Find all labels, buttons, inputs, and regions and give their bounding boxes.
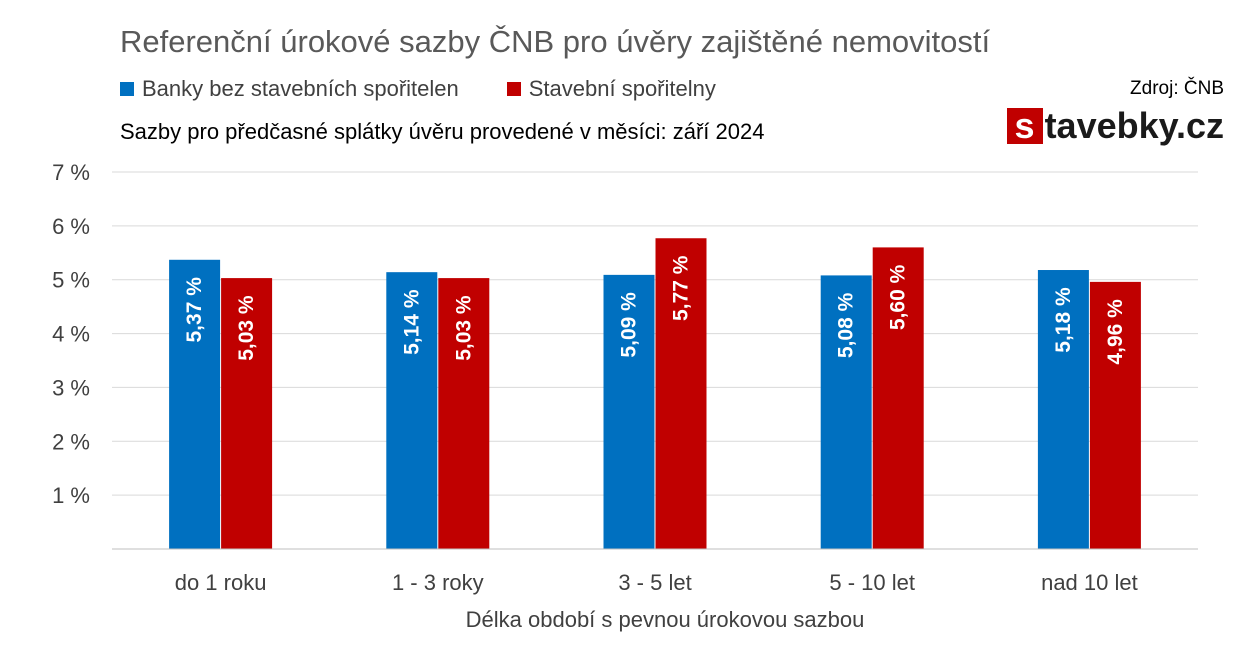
logo-letter-badge: s (1006, 108, 1043, 144)
gridlines (112, 171, 1198, 496)
legend-item-savings: Stavební spořitelny (506, 76, 716, 102)
bar (221, 278, 273, 549)
bar (603, 274, 655, 549)
y-tick-label: 6 % (52, 214, 90, 239)
bars (169, 238, 1141, 549)
bar (1089, 281, 1141, 549)
y-tick-label: 2 % (52, 429, 90, 454)
legend-label-savings: Stavební spořitelny (528, 76, 716, 101)
bar (438, 278, 490, 549)
data-label: 5,03 % (452, 295, 475, 361)
data-label: 5,08 % (835, 292, 858, 358)
stavebky-logo: s tavebky.cz (1006, 105, 1224, 146)
y-axis-ticks: 1 % 2 % 3 % 4 % 5 % 6 % 7 % (52, 160, 90, 508)
legend-swatch-savings (506, 82, 521, 96)
legend-label-banks: Banky bez stavebních spořitelen (142, 76, 459, 101)
data-label: 5,09 % (618, 292, 641, 358)
bar (1037, 270, 1089, 549)
source-note: Zdroj: ČNB (1130, 78, 1224, 99)
data-label: 5,77 % (670, 255, 693, 321)
bar (655, 238, 707, 549)
legend-item-banks: Banky bez stavebních spořitelen (120, 76, 459, 102)
chart-title: Referenční úrokové sazby ČNB pro úvěry z… (120, 24, 991, 59)
data-label: 5,18 % (1052, 287, 1075, 353)
x-category-label: do 1 roku (175, 570, 267, 595)
data-label: 5,14 % (400, 289, 423, 355)
bar (872, 247, 924, 549)
x-category-label: 3 - 5 let (618, 570, 691, 595)
data-labels: 5,37 % 5,03 % 5,14 % 5,03 % 5,09 % 5,77 % 5,08… (183, 255, 1127, 364)
chart-subtitle: Sazby pro předčasné splátky úvěru proved… (120, 119, 765, 144)
logo-text: tavebky.cz (1044, 105, 1224, 146)
legend-swatch-banks (120, 82, 134, 96)
y-tick-label: 7 % (52, 160, 90, 185)
bar (386, 272, 438, 549)
bar (169, 259, 221, 549)
y-tick-label: 1 % (52, 483, 90, 508)
data-label: 5,37 % (183, 277, 206, 343)
data-label: 5,03 % (235, 295, 258, 361)
x-category-label: 1 - 3 roky (392, 570, 484, 595)
x-category-label: nad 10 let (1041, 570, 1138, 595)
bar (820, 275, 872, 549)
legend: Banky bez stavebních spořitelen Stavební… (120, 76, 764, 102)
x-axis-categories: do 1 roku 1 - 3 roky 3 - 5 let 5 - 10 let na… (175, 570, 1138, 595)
x-category-label: 5 - 10 let (829, 570, 915, 595)
x-axis-title: Délka období s pevnou úrokovou sazbou (466, 607, 865, 632)
data-label: 4,96 % (1104, 299, 1127, 365)
y-tick-label: 3 % (52, 375, 90, 400)
y-tick-label: 4 % (52, 322, 90, 347)
data-label: 5,60 % (887, 264, 910, 330)
y-tick-label: 5 % (52, 268, 90, 293)
